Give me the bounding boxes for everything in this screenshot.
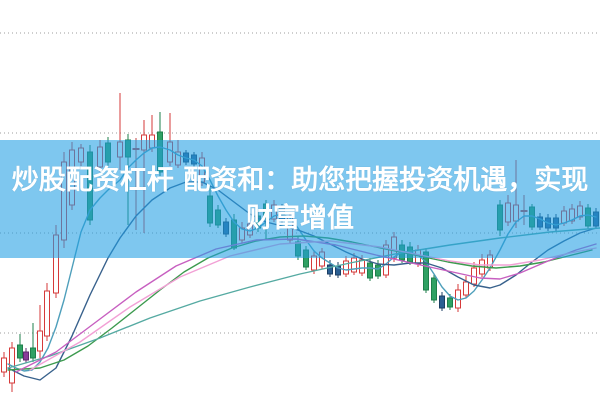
headline-line-1: 炒股配资杠杆 配资和：助您把握投资机遇，实现 xyxy=(11,165,589,196)
headline-band xyxy=(0,140,600,258)
headline: 炒股配资杠杆 配资和：助您把握投资机遇，实现 财富增值 xyxy=(0,162,600,238)
headline-line-2: 财富增值 xyxy=(246,203,354,234)
